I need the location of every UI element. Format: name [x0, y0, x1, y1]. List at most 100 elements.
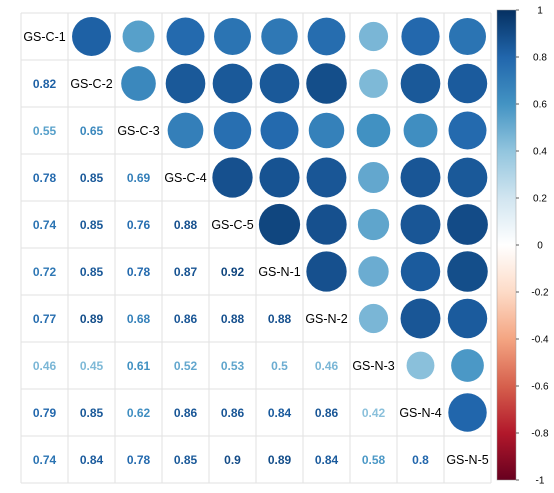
correlation-circle [359, 69, 388, 98]
color-legend-tick-label: 1 [537, 6, 543, 17]
correlation-value: 0.85 [80, 265, 104, 279]
correlation-value: 0.46 [315, 359, 339, 373]
variable-label: GS-N-3 [352, 359, 394, 373]
correlation-value: 0.52 [174, 359, 198, 373]
variable-label: GS-C-5 [211, 218, 253, 232]
correlation-circle [448, 393, 487, 432]
correlation-circle [400, 298, 441, 339]
correlation-circle [358, 303, 389, 334]
correlation-circle [258, 203, 301, 246]
correlation-circle [400, 204, 441, 245]
correlation-value: 0.86 [221, 406, 245, 420]
correlation-circle [448, 111, 487, 150]
correlation-value: 0.89 [268, 453, 292, 467]
correlation-circle [260, 111, 299, 150]
variable-label: GS-N-1 [258, 265, 300, 279]
correlation-circle [449, 18, 486, 55]
variable-label: GS-C-4 [164, 171, 206, 185]
correlation-value: 0.85 [174, 453, 198, 467]
correlation-value: 0.84 [80, 453, 104, 467]
correlation-value: 0.87 [174, 265, 198, 279]
matrix-grid [20, 12, 492, 484]
correlation-circle [400, 251, 441, 292]
correlation-circle [447, 298, 488, 339]
correlation-circle [447, 204, 488, 245]
correlation-value: 0.88 [268, 312, 292, 326]
correlation-circle [451, 349, 484, 382]
color-legend-tick-label: 0.2 [533, 194, 547, 205]
variable-label: GS-N-2 [305, 312, 347, 326]
color-legend-tick-label: 0.8 [533, 53, 547, 64]
correlation-value: 0.62 [127, 406, 151, 420]
variable-label: GS-C-1 [23, 30, 65, 44]
correlation-circle [447, 251, 488, 292]
correlation-value: 0.89 [80, 312, 104, 326]
correlation-circle [212, 157, 253, 198]
correlation-value: 0.68 [127, 312, 151, 326]
correlation-value: 0.8 [412, 453, 429, 467]
color-legend-tick-label: -0.4 [531, 335, 549, 346]
correlation-value: 0.92 [221, 265, 245, 279]
correlation-value: 0.88 [174, 218, 198, 232]
correlation-circle [447, 157, 488, 198]
correlation-circle [306, 204, 347, 245]
correlation-circle [400, 63, 441, 104]
color-legend-tick-label: -1 [536, 476, 545, 487]
correlation-circle [400, 157, 441, 198]
correlation-value: 0.88 [221, 312, 245, 326]
correlation-value: 0.86 [174, 312, 198, 326]
correlation-value: 0.76 [127, 218, 151, 232]
correlation-circle [307, 17, 346, 56]
correlation-value: 0.86 [315, 406, 339, 420]
color-legend-tick-label: 0.4 [533, 147, 547, 158]
color-legend-bar [497, 10, 516, 480]
variable-label: GS-N-5 [446, 453, 488, 467]
correlation-circle [166, 17, 205, 56]
correlation-value: 0.78 [33, 171, 57, 185]
correlation-value: 0.85 [80, 171, 104, 185]
correlation-circle [358, 256, 389, 287]
color-legend-tick-label: -0.6 [531, 382, 549, 393]
correlation-value: 0.69 [127, 171, 151, 185]
correlation-circle [358, 21, 389, 52]
correlation-circle [401, 17, 440, 56]
correlation-value: 0.58 [362, 453, 386, 467]
correlation-value: 0.65 [80, 124, 104, 138]
correlation-circle [214, 18, 251, 55]
correlation-circle [122, 20, 155, 53]
correlation-value: 0.85 [80, 406, 104, 420]
correlation-value: 0.74 [33, 218, 57, 232]
correlation-value: 0.85 [80, 218, 104, 232]
correlation-circle [121, 66, 156, 101]
correlation-circle [213, 111, 252, 150]
correlation-circle [72, 17, 111, 56]
correlation-value: 0.84 [268, 406, 292, 420]
correlation-value: 0.78 [127, 453, 151, 467]
correlation-circle [167, 112, 204, 149]
correlation-value: 0.5 [271, 359, 288, 373]
correlation-circle [259, 63, 300, 104]
matrix-cells: 0.82 0.55 0.65 0.78 0.85 0.69 0.74 0.85 0.76 0.88… [23, 17, 489, 467]
correlation-value: 0.82 [33, 77, 57, 91]
correlation-circle [306, 251, 347, 292]
correlation-circle [212, 63, 253, 104]
variable-label: GS-C-2 [70, 77, 112, 91]
correlation-value: 0.78 [127, 265, 151, 279]
correlation-circle [165, 63, 206, 104]
color-legend-tick-label: -0.2 [531, 288, 549, 299]
correlation-value: 0.86 [174, 406, 198, 420]
correlation-value: 0.74 [33, 453, 57, 467]
correlation-circle [406, 351, 435, 380]
color-legend-tick-label: 0 [537, 241, 543, 252]
correlation-value: 0.55 [33, 124, 57, 138]
correlation-circle [357, 208, 390, 241]
correlation-value: 0.77 [33, 312, 57, 326]
correlation-circle [403, 113, 438, 148]
correlation-value: 0.45 [80, 359, 104, 373]
correlation-circle [356, 113, 391, 148]
color-legend-tick-label: -0.8 [531, 429, 549, 440]
correlation-circle [306, 157, 347, 198]
correlation-value: 0.72 [33, 265, 57, 279]
correlation-value: 0.84 [315, 453, 339, 467]
